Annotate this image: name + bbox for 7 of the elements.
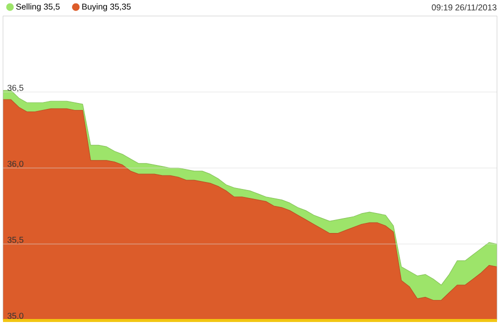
- y-tick-label: 36,0: [8, 160, 24, 168]
- y-tick-label: 35,5: [8, 236, 24, 244]
- text: 09:19 26/11/2013: [432, 4, 496, 10]
- legend-label: Selling 35,5: [16, 3, 60, 12]
- legend-label: Buying 35,35: [82, 3, 131, 12]
- y-tick-label: 36,5: [8, 84, 24, 92]
- y-tick-label: 35,0: [8, 312, 24, 320]
